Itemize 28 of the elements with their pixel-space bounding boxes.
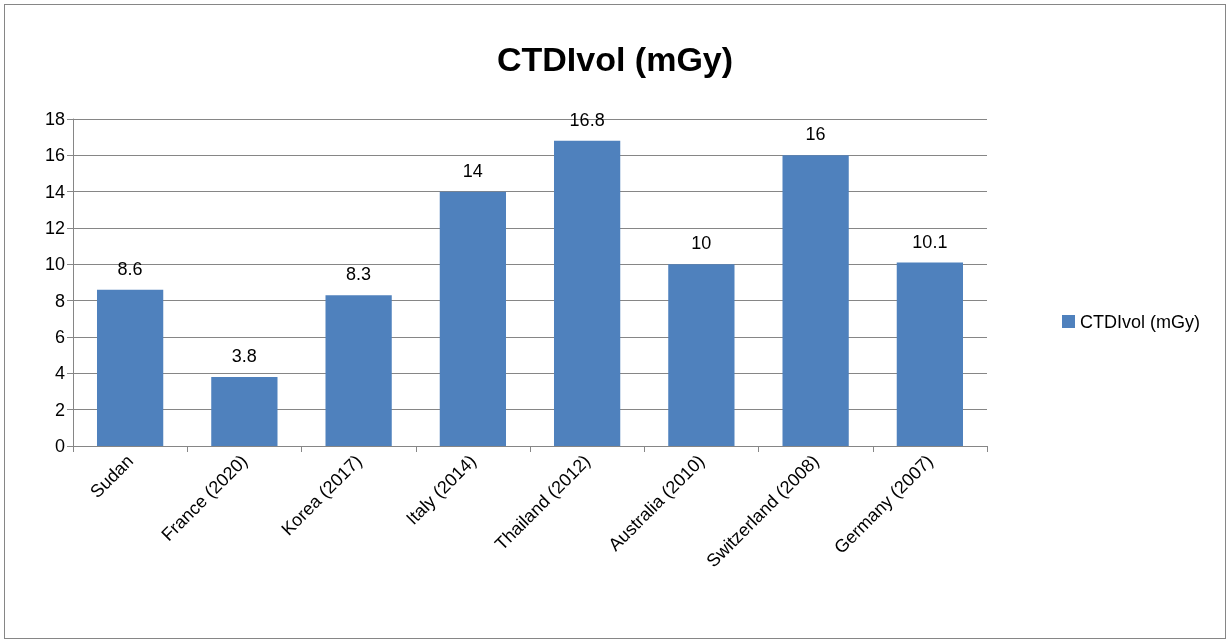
- y-tick-label: 12: [44, 218, 65, 238]
- data-label: 10: [691, 233, 712, 254]
- y-tick-label: 10: [44, 254, 65, 275]
- legend-label: CTDIvol (mGy): [1080, 311, 1201, 332]
- y-tick-label: 6: [54, 327, 65, 347]
- y-tick-label: 2: [54, 399, 65, 420]
- data-label: 16.8: [569, 109, 605, 130]
- bar: [211, 376, 278, 446]
- data-label: 16: [805, 124, 826, 145]
- data-label: 8.3: [346, 264, 372, 285]
- y-tick-label: 8: [54, 290, 65, 311]
- y-tick-label: 4: [54, 363, 65, 384]
- bar: [439, 191, 507, 446]
- data-label: 14: [462, 160, 483, 181]
- y-tick-label: 14: [44, 181, 65, 202]
- bar: [668, 264, 735, 446]
- y-tick-label: 18: [44, 109, 65, 129]
- chart-title: CTDIvol (mGy): [496, 40, 734, 78]
- data-label: 10.1: [912, 231, 948, 252]
- bar: [553, 140, 621, 446]
- bar: [782, 155, 849, 446]
- bar: [96, 289, 164, 446]
- data-label: 3.8: [231, 345, 257, 366]
- bar: [325, 295, 392, 446]
- y-tick-label: 16: [44, 145, 65, 166]
- y-tick-label: 0: [54, 436, 65, 456]
- bar: [896, 262, 964, 446]
- data-label: 8.6: [117, 258, 143, 279]
